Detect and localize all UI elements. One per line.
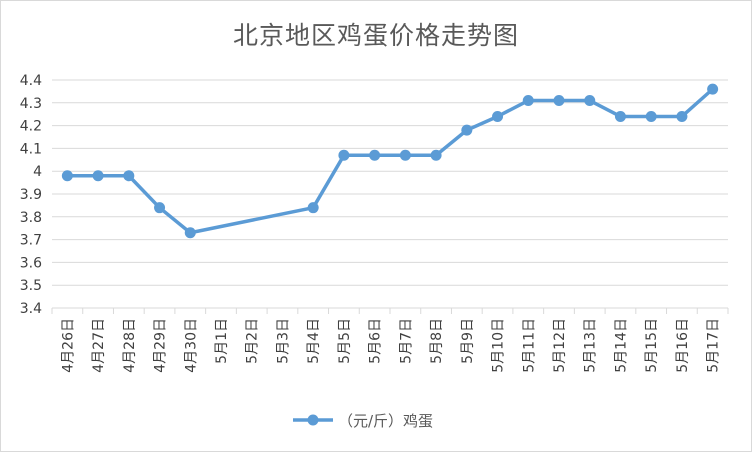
y-tick-label: 4.2 [20, 119, 42, 135]
y-tick-label: 3.8 [20, 210, 42, 226]
y-tick-label: 3.5 [20, 278, 42, 294]
data-point [522, 95, 534, 107]
x-tick-label: 5月5日 [337, 318, 353, 364]
data-point [61, 170, 73, 182]
legend-point-marker [307, 414, 319, 426]
x-tick-label: 5月16日 [675, 318, 691, 373]
legend-label: （元/斤）鸡蛋 [338, 412, 433, 430]
data-point [707, 83, 719, 95]
data-point [461, 124, 473, 136]
y-tick-label: 3.4 [20, 301, 42, 317]
x-tick-label: 5月14日 [613, 318, 629, 373]
x-tick-label: 4月26日 [60, 318, 76, 373]
data-point [430, 149, 442, 161]
chart-title: 北京地区鸡蛋价格走势图 [232, 21, 519, 50]
data-point [584, 95, 596, 107]
data-point [553, 95, 565, 107]
data-point [92, 170, 104, 182]
data-point [184, 227, 196, 239]
x-tick-label: 5月17日 [706, 318, 722, 373]
data-point [399, 149, 411, 161]
y-tick-label: 4.3 [20, 96, 42, 112]
legend: （元/斤）鸡蛋 [293, 412, 433, 430]
data-point [614, 110, 626, 122]
series-line [65, 87, 715, 235]
x-tick-label: 5月9日 [460, 318, 476, 364]
x-tick-label: 5月15日 [644, 318, 660, 373]
x-tick-label: 5月3日 [275, 318, 291, 364]
y-tick-label: 4.4 [20, 73, 42, 89]
y-tick-label: 3.6 [20, 255, 42, 271]
x-tick-label: 5月13日 [583, 318, 599, 373]
x-tick-label: 5月4日 [306, 318, 322, 364]
data-point [154, 202, 166, 214]
data-point [645, 110, 657, 122]
x-tick-label: 4月27日 [91, 318, 107, 373]
y-tick-label: 4 [33, 164, 42, 180]
x-tick-label: 4月28日 [122, 318, 138, 373]
x-tick-label: 5月11日 [521, 318, 537, 373]
x-tick-label: 5月2日 [245, 318, 261, 364]
x-tick-label: 5月8日 [429, 318, 445, 364]
x-tick-label: 5月6日 [368, 318, 384, 364]
data-point [307, 202, 319, 214]
x-tick-label: 4月29日 [153, 318, 169, 373]
x-tick-label: 5月7日 [398, 318, 414, 364]
x-tick-label: 5月12日 [552, 318, 568, 373]
y-tick-label: 3.9 [20, 187, 42, 203]
y-tick-label: 3.7 [20, 233, 42, 249]
data-point [123, 170, 135, 182]
data-point [338, 149, 350, 161]
x-tick-label: 4月30日 [183, 318, 199, 373]
y-tick-label: 4.1 [20, 141, 42, 157]
x-tick-label: 5月1日 [214, 318, 230, 364]
data-point [676, 110, 688, 122]
data-point [369, 149, 381, 161]
data-point [492, 110, 504, 122]
x-tick-label: 5月10日 [491, 318, 507, 373]
